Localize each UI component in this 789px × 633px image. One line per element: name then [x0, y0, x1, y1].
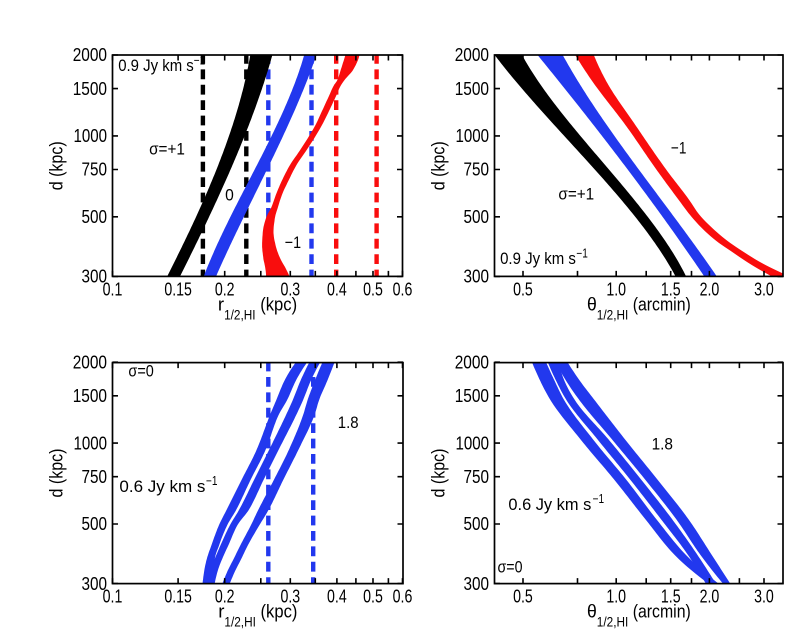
- svg-text:2000: 2000: [73, 351, 107, 372]
- svg-text:1.8: 1.8: [338, 413, 359, 432]
- svg-text:3.0: 3.0: [754, 586, 774, 607]
- svg-text:θ: θ: [587, 601, 597, 622]
- svg-text:750: 750: [464, 466, 490, 487]
- svg-text:0.6: 0.6: [393, 278, 413, 299]
- svg-text:−1: −1: [576, 246, 588, 261]
- svg-text:2.0: 2.0: [700, 278, 720, 299]
- svg-text:−1: −1: [593, 491, 605, 506]
- svg-text:500: 500: [82, 206, 108, 227]
- svg-text:300: 300: [82, 573, 108, 594]
- svg-text:σ=+1: σ=+1: [558, 185, 594, 204]
- svg-text:2.0: 2.0: [700, 586, 720, 607]
- svg-text:−1: −1: [194, 52, 206, 67]
- svg-text:0.3: 0.3: [280, 586, 300, 607]
- svg-text:1.5: 1.5: [661, 586, 681, 607]
- svg-text:3.0: 3.0: [754, 278, 774, 299]
- svg-text:1000: 1000: [456, 432, 490, 453]
- svg-text:θ: θ: [587, 293, 597, 314]
- svg-text:−1: −1: [206, 473, 218, 488]
- svg-text:(arcmin): (arcmin): [628, 293, 691, 314]
- svg-text:0.15: 0.15: [164, 278, 192, 299]
- svg-text:1.5: 1.5: [661, 278, 681, 299]
- svg-text:1000: 1000: [74, 432, 108, 453]
- svg-text:−1: −1: [285, 233, 301, 252]
- svg-text:750: 750: [82, 466, 108, 487]
- svg-text:500: 500: [464, 206, 490, 227]
- svg-text:0.9 Jy km s: 0.9 Jy km s: [118, 56, 194, 75]
- svg-text:d (kpc): d (kpc): [46, 141, 67, 190]
- svg-text:r: r: [218, 601, 224, 622]
- svg-text:1.0: 1.0: [606, 278, 626, 299]
- svg-text:(kpc): (kpc): [256, 293, 298, 314]
- svg-text:0.6 Jy km s: 0.6 Jy km s: [119, 477, 205, 496]
- svg-text:0.6: 0.6: [393, 586, 413, 607]
- svg-text:1500: 1500: [73, 78, 107, 99]
- svg-text:0.5: 0.5: [363, 278, 383, 299]
- svg-text:1500: 1500: [73, 385, 107, 406]
- svg-text:0.2: 0.2: [215, 586, 235, 607]
- svg-text:0: 0: [225, 186, 234, 205]
- svg-text:0.1: 0.1: [103, 278, 123, 299]
- svg-text:300: 300: [464, 573, 490, 594]
- svg-text:0.15: 0.15: [164, 586, 192, 607]
- svg-text:2000: 2000: [455, 351, 489, 372]
- svg-text:σ=+1: σ=+1: [149, 139, 185, 158]
- svg-text:(arcmin): (arcmin): [628, 601, 691, 622]
- svg-text:2000: 2000: [73, 44, 107, 65]
- svg-text:0.6 Jy km s: 0.6 Jy km s: [508, 495, 591, 514]
- svg-text:0.5: 0.5: [513, 278, 533, 299]
- svg-text:750: 750: [464, 159, 490, 180]
- svg-text:σ=0: σ=0: [128, 362, 153, 381]
- svg-text:300: 300: [464, 266, 490, 287]
- svg-text:0.9 Jy km s: 0.9 Jy km s: [500, 249, 576, 268]
- svg-text:1/2,HI: 1/2,HI: [597, 307, 629, 322]
- svg-text:0.2: 0.2: [215, 278, 235, 299]
- svg-text:0.5: 0.5: [513, 586, 533, 607]
- svg-text:1000: 1000: [74, 125, 108, 146]
- svg-text:σ=0: σ=0: [498, 558, 523, 577]
- svg-text:1.0: 1.0: [606, 586, 626, 607]
- svg-text:d (kpc): d (kpc): [428, 449, 449, 498]
- svg-text:500: 500: [82, 513, 108, 534]
- svg-text:1.8: 1.8: [652, 434, 673, 453]
- svg-text:1000: 1000: [456, 125, 490, 146]
- svg-text:1500: 1500: [455, 78, 489, 99]
- svg-text:2000: 2000: [455, 44, 489, 65]
- svg-text:1500: 1500: [455, 385, 489, 406]
- svg-text:0.5: 0.5: [363, 586, 383, 607]
- svg-text:d (kpc): d (kpc): [428, 141, 449, 190]
- svg-text:r: r: [218, 293, 224, 314]
- svg-text:0.3: 0.3: [280, 278, 300, 299]
- svg-text:1/2,HI: 1/2,HI: [597, 615, 629, 630]
- svg-text:300: 300: [82, 266, 108, 287]
- svg-text:−1: −1: [671, 139, 687, 158]
- svg-text:(kpc): (kpc): [256, 601, 298, 622]
- svg-text:d (kpc): d (kpc): [46, 449, 67, 498]
- svg-text:1/2,HI: 1/2,HI: [224, 307, 256, 322]
- svg-text:1/2,HI: 1/2,HI: [224, 615, 256, 630]
- svg-text:500: 500: [464, 513, 490, 534]
- svg-text:0.1: 0.1: [103, 586, 123, 607]
- svg-text:0.4: 0.4: [327, 586, 347, 607]
- svg-text:0.4: 0.4: [327, 278, 347, 299]
- svg-text:750: 750: [82, 159, 108, 180]
